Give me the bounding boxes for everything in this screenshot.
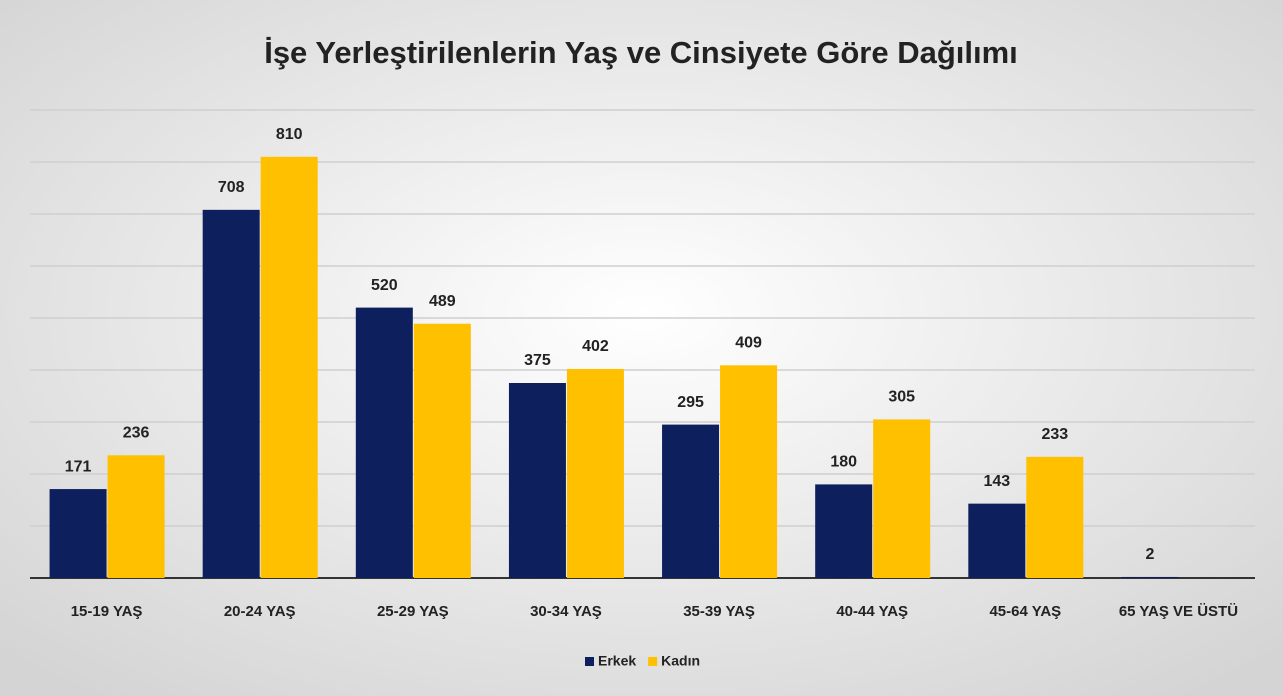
chart-title: İşe Yerleştirilenlerin Yaş ve Cinsiyete … xyxy=(264,35,1018,70)
data-label: 810 xyxy=(276,126,303,143)
bar xyxy=(355,307,413,578)
data-label: 171 xyxy=(65,458,92,475)
data-label: 520 xyxy=(371,277,398,294)
bar xyxy=(968,503,1026,578)
bar xyxy=(1121,576,1179,578)
data-label: 305 xyxy=(888,389,915,406)
data-label: 180 xyxy=(830,454,857,471)
x-tick-label: 30-34 YAŞ xyxy=(530,603,602,620)
x-tick-label: 40-44 YAŞ xyxy=(836,603,908,620)
data-label: 143 xyxy=(983,473,1010,490)
data-label: 409 xyxy=(735,335,762,352)
x-tick-label: 20-24 YAŞ xyxy=(224,603,296,620)
x-tick-label: 45-64 YAŞ xyxy=(989,603,1061,620)
bar xyxy=(873,419,931,578)
bar xyxy=(260,156,318,579)
legend-swatch xyxy=(648,657,658,666)
data-label: 236 xyxy=(123,424,150,441)
x-tick-label: 35-39 YAŞ xyxy=(683,603,755,620)
data-label: 489 xyxy=(429,293,456,310)
bar xyxy=(413,323,471,578)
bar xyxy=(720,365,778,578)
data-label: 402 xyxy=(582,338,609,355)
legend-label: Erkek xyxy=(598,653,636,669)
x-tick-label: 15-19 YAŞ xyxy=(71,603,143,620)
data-label: 375 xyxy=(524,352,551,369)
data-label: 233 xyxy=(1041,426,1068,443)
bar xyxy=(566,368,624,578)
legend-swatch xyxy=(585,657,594,666)
bar xyxy=(107,455,165,578)
legend-label: Kadın xyxy=(661,653,700,669)
bar xyxy=(1026,456,1084,578)
bar xyxy=(662,424,720,578)
data-label: 295 xyxy=(677,394,704,411)
x-tick-label: 25-29 YAŞ xyxy=(377,603,449,620)
bar xyxy=(49,489,107,578)
bar xyxy=(815,484,873,578)
data-label: 2 xyxy=(1145,546,1154,563)
data-label: 708 xyxy=(218,179,245,196)
x-tick-label: 65 YAŞ VE ÜSTÜ xyxy=(1119,603,1238,620)
bar xyxy=(508,383,566,578)
bar xyxy=(202,209,260,578)
